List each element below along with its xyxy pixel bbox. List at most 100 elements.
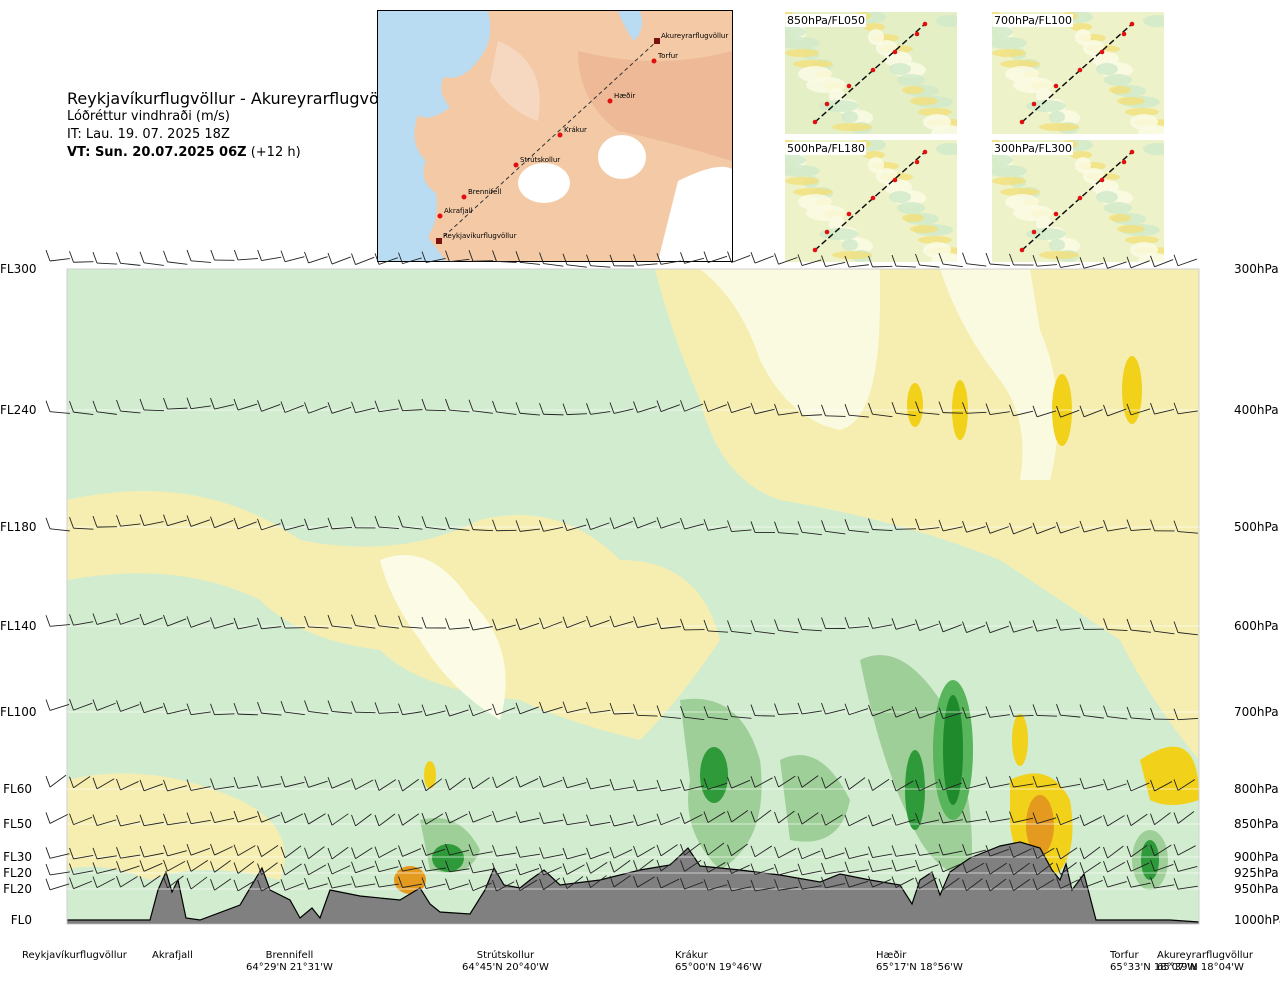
wind-barb [1079,876,1103,888]
wind-barb [233,861,255,874]
wind-barb [304,251,328,264]
wind-barb [210,878,232,891]
location-name: Krákur [675,950,708,961]
wind-barb [116,814,141,827]
wind-barb [821,404,846,417]
wind-barb [445,704,469,717]
wind-barb [609,702,635,715]
location-coord: 64°29'N 21°31'W [246,962,333,973]
wind-barb [539,520,564,532]
wind-barb [868,875,892,888]
wind-barb [774,846,797,859]
wind-barb [515,702,539,715]
wind-barb [515,879,538,892]
wind-barb [680,812,703,824]
wind-barb [1150,844,1172,857]
wind-barb [445,517,470,531]
wind-barb [727,810,749,823]
wind-barb [703,842,725,856]
wind-barb [821,702,846,715]
pressure-level-label: 950hPa [1234,882,1279,896]
wind-barb [69,863,94,875]
wind-barb [1056,256,1081,268]
wind-barb [656,705,681,719]
map-waypoint: Torfur [651,52,678,64]
location-akrafjall: Akrafjall [152,950,193,962]
wind-barb [656,779,681,792]
wind-barb [116,613,140,625]
thumbnail-500hpa[interactable]: 500hPa/FL180 [785,140,957,262]
wind-barb [515,618,540,631]
wind-barb [727,705,752,719]
wind-barb [351,614,376,629]
wind-barb [327,876,352,889]
wind-barb [938,811,963,824]
wind-barb [680,400,704,412]
wind-barb [45,250,70,262]
thumbnail-850hpa[interactable]: 850hPa/FL050 [785,12,957,134]
wind-barb [233,844,256,857]
wind-barb [750,845,773,858]
wind-barb [586,403,611,415]
wind-barb [445,843,470,856]
wind-barb [421,516,446,531]
wind-barb [186,515,211,527]
location-haedir: Hæðir 65°17'N 18°56'W [876,950,963,974]
wind-barb [797,863,822,876]
wind-barb [1126,618,1151,633]
thumbnail-700hpa[interactable]: 700hPa/FL100 [992,12,1164,134]
wind-barb [210,778,235,790]
wind-barbs [45,250,1198,892]
wind-barb [1150,519,1175,532]
wind-barb [633,845,655,858]
location-reykjavik: Reykjavíkurflugvöllur [22,950,127,962]
wind-barb [985,862,1007,875]
wind-barb [821,520,846,535]
wind-barb [797,404,822,417]
wind-barb [398,615,423,629]
wind-barb [891,845,916,857]
thumbnail-300hpa[interactable]: 300hPa/FL300 [992,140,1164,262]
wind-barb [1009,811,1034,823]
wind-barb [45,699,70,711]
wind-barb [398,778,419,792]
wind-barb [233,398,258,411]
map-waypoint: Brennifell [461,188,501,200]
wind-barb [421,859,446,872]
wind-barb [656,617,681,630]
wind-barb [1056,619,1081,631]
wind-barb [304,402,328,414]
wind-barb [280,616,306,629]
location-name: Akureyrarflugvöllur [1157,950,1254,961]
wind-barb [868,704,892,717]
location-coord: 65°00'N 19°46'W [675,962,762,973]
wind-barb [962,521,986,533]
wind-barb [327,813,349,826]
wind-barb [1009,846,1032,858]
wind-barb [633,616,658,628]
wind-barb [280,700,305,716]
wind-barb [774,619,799,634]
wind-barb [163,614,187,627]
wind-barb [703,400,727,413]
wind-barb [492,844,517,857]
wind-barb [257,518,281,531]
wind-barb [797,775,819,788]
wind-barb [844,814,868,827]
wind-barb [139,875,161,888]
wind-barb [1079,257,1104,269]
location-name: Hæðir [876,950,907,961]
wind-barb [915,779,938,792]
wind-barb [539,812,564,824]
wind-barb [633,401,657,413]
location-brennifell: Brennifell 64°29'N 21°31'W [246,950,333,974]
wind-barb [233,517,257,530]
wind-barb [163,859,186,872]
wind-barb [1173,779,1196,791]
wind-barb [445,860,470,873]
wind-barb [962,777,986,790]
wind-barb [1056,862,1077,875]
wind-barb [586,254,611,268]
issue-time: IT: Lau. 19. 07. 2025 18Z [67,127,230,142]
location-coord: 65°39'N 18°04'W [1157,962,1244,973]
